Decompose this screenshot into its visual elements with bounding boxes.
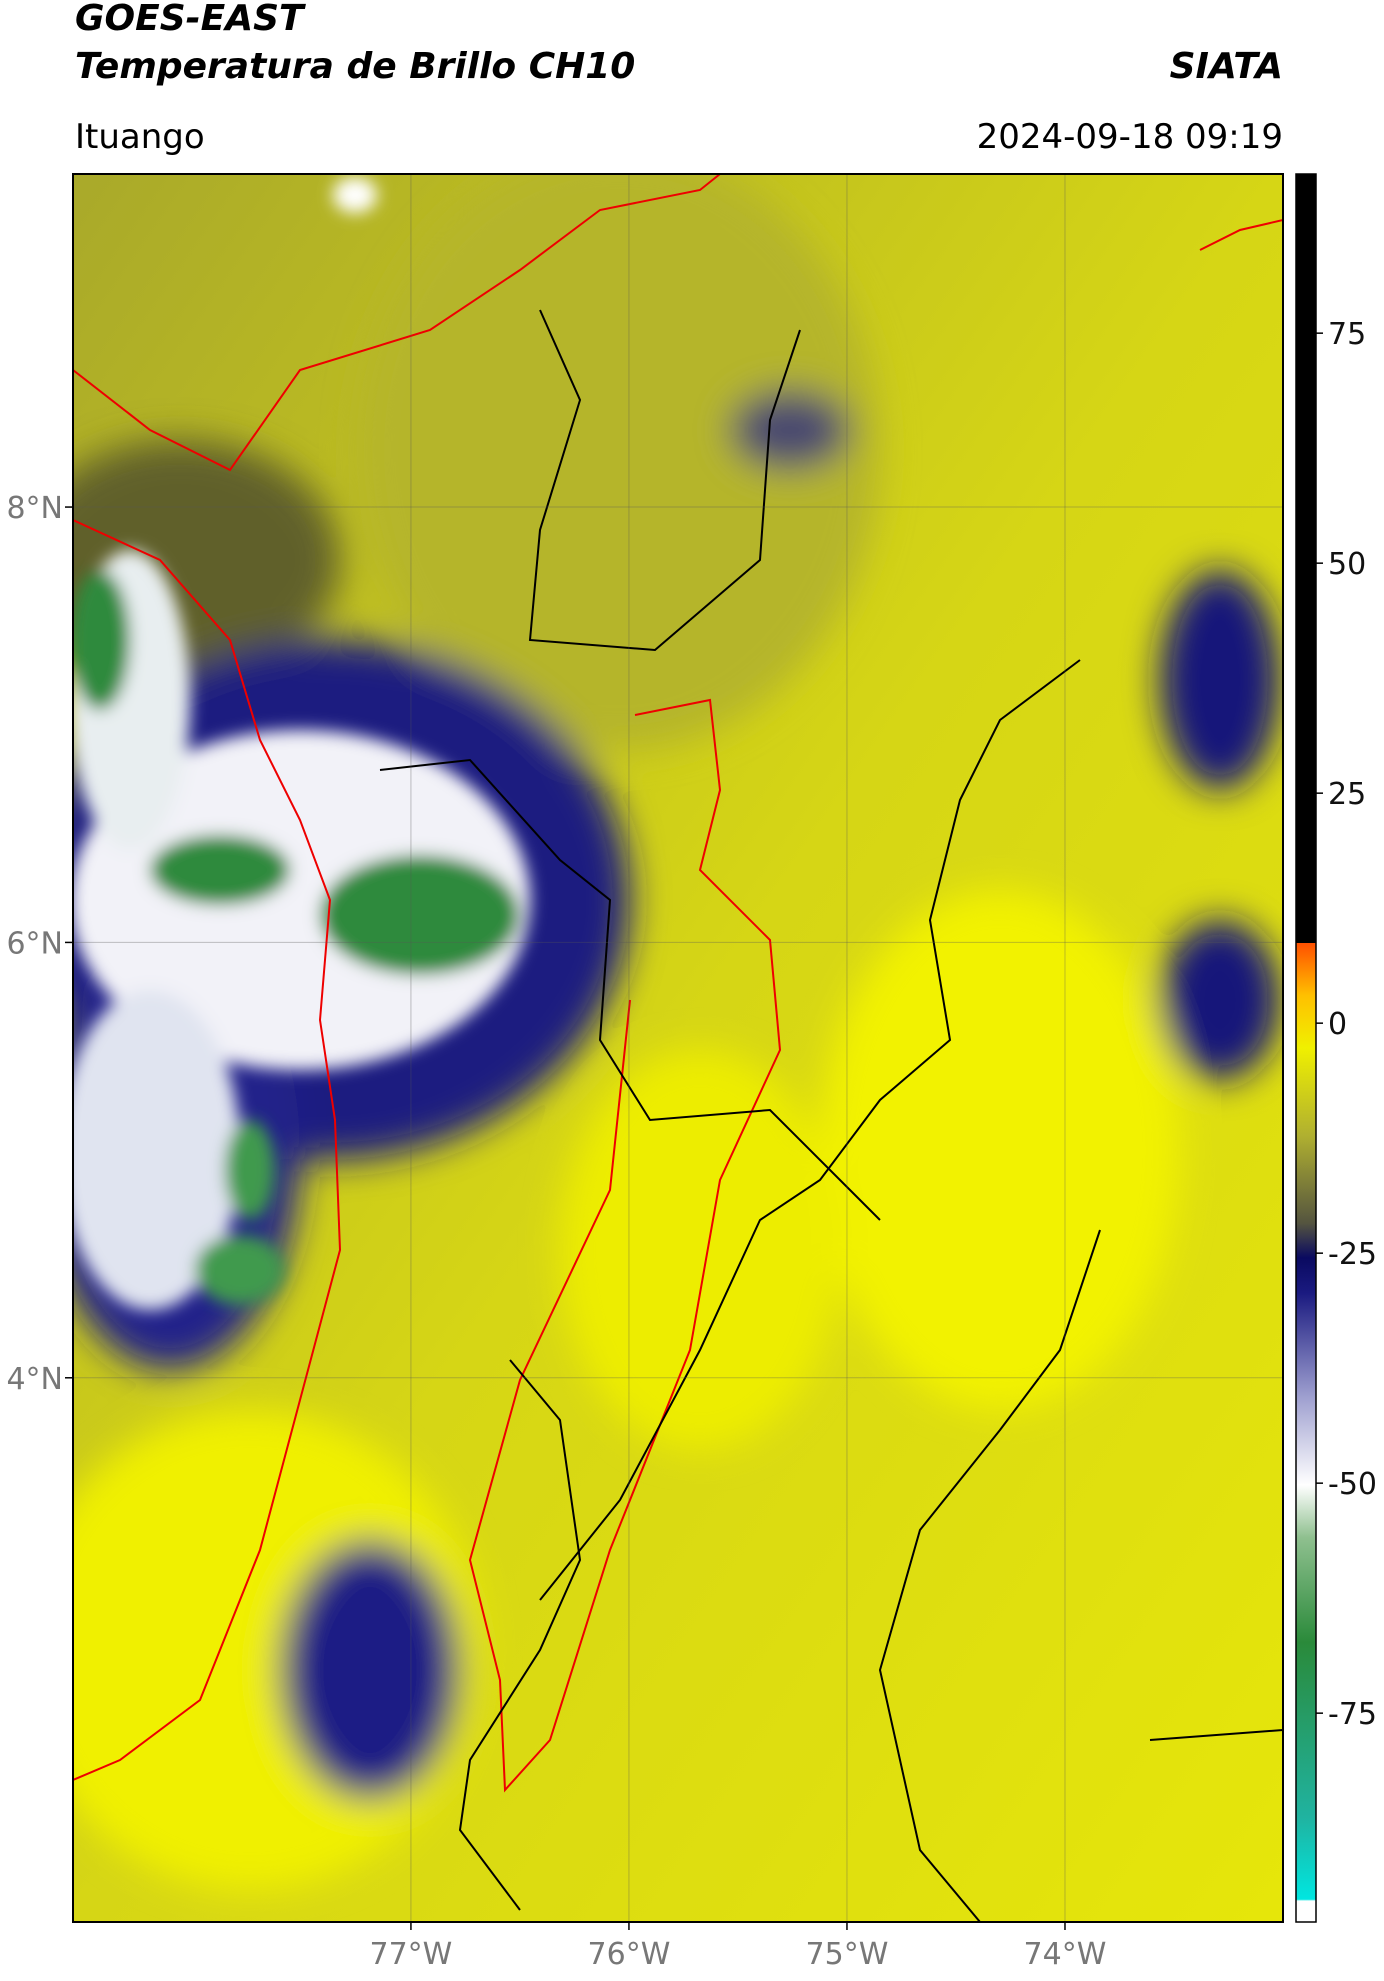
colorbar-tick-label: 0	[1328, 1007, 1347, 1042]
x-tick-label: 77°W	[370, 1937, 453, 1972]
datetime: 2024-09-18 09:19	[977, 117, 1283, 157]
colorbar-tick-label: -50	[1328, 1467, 1377, 1502]
y-tick-label: 8°N	[6, 491, 63, 526]
title: GOES-EAST	[75, 0, 306, 39]
colorbar-tick-label: 75	[1328, 317, 1366, 352]
graticule	[73, 174, 1283, 1922]
colorbar-tick-label: 50	[1328, 547, 1366, 582]
source: SIATA	[1170, 46, 1283, 87]
y-tick-label: 4°N	[6, 1362, 63, 1397]
x-tick-label: 75°W	[806, 1937, 889, 1972]
colorbar-tick-label: -75	[1328, 1697, 1377, 1732]
map-frame	[72, 173, 1284, 1923]
x-tick-label: 76°W	[588, 1937, 671, 1972]
map-image	[73, 174, 1283, 1922]
y-tick-label: 6°N	[6, 926, 63, 961]
colorbar-tick-label: -25	[1328, 1237, 1377, 1272]
x-tick-label: 74°W	[1024, 1937, 1107, 1972]
colorbar-tick-label: 25	[1328, 777, 1366, 812]
location: Ituango	[75, 117, 205, 157]
colorbar	[1295, 173, 1317, 1923]
title: Temperatura de Brillo CH10	[75, 46, 635, 87]
